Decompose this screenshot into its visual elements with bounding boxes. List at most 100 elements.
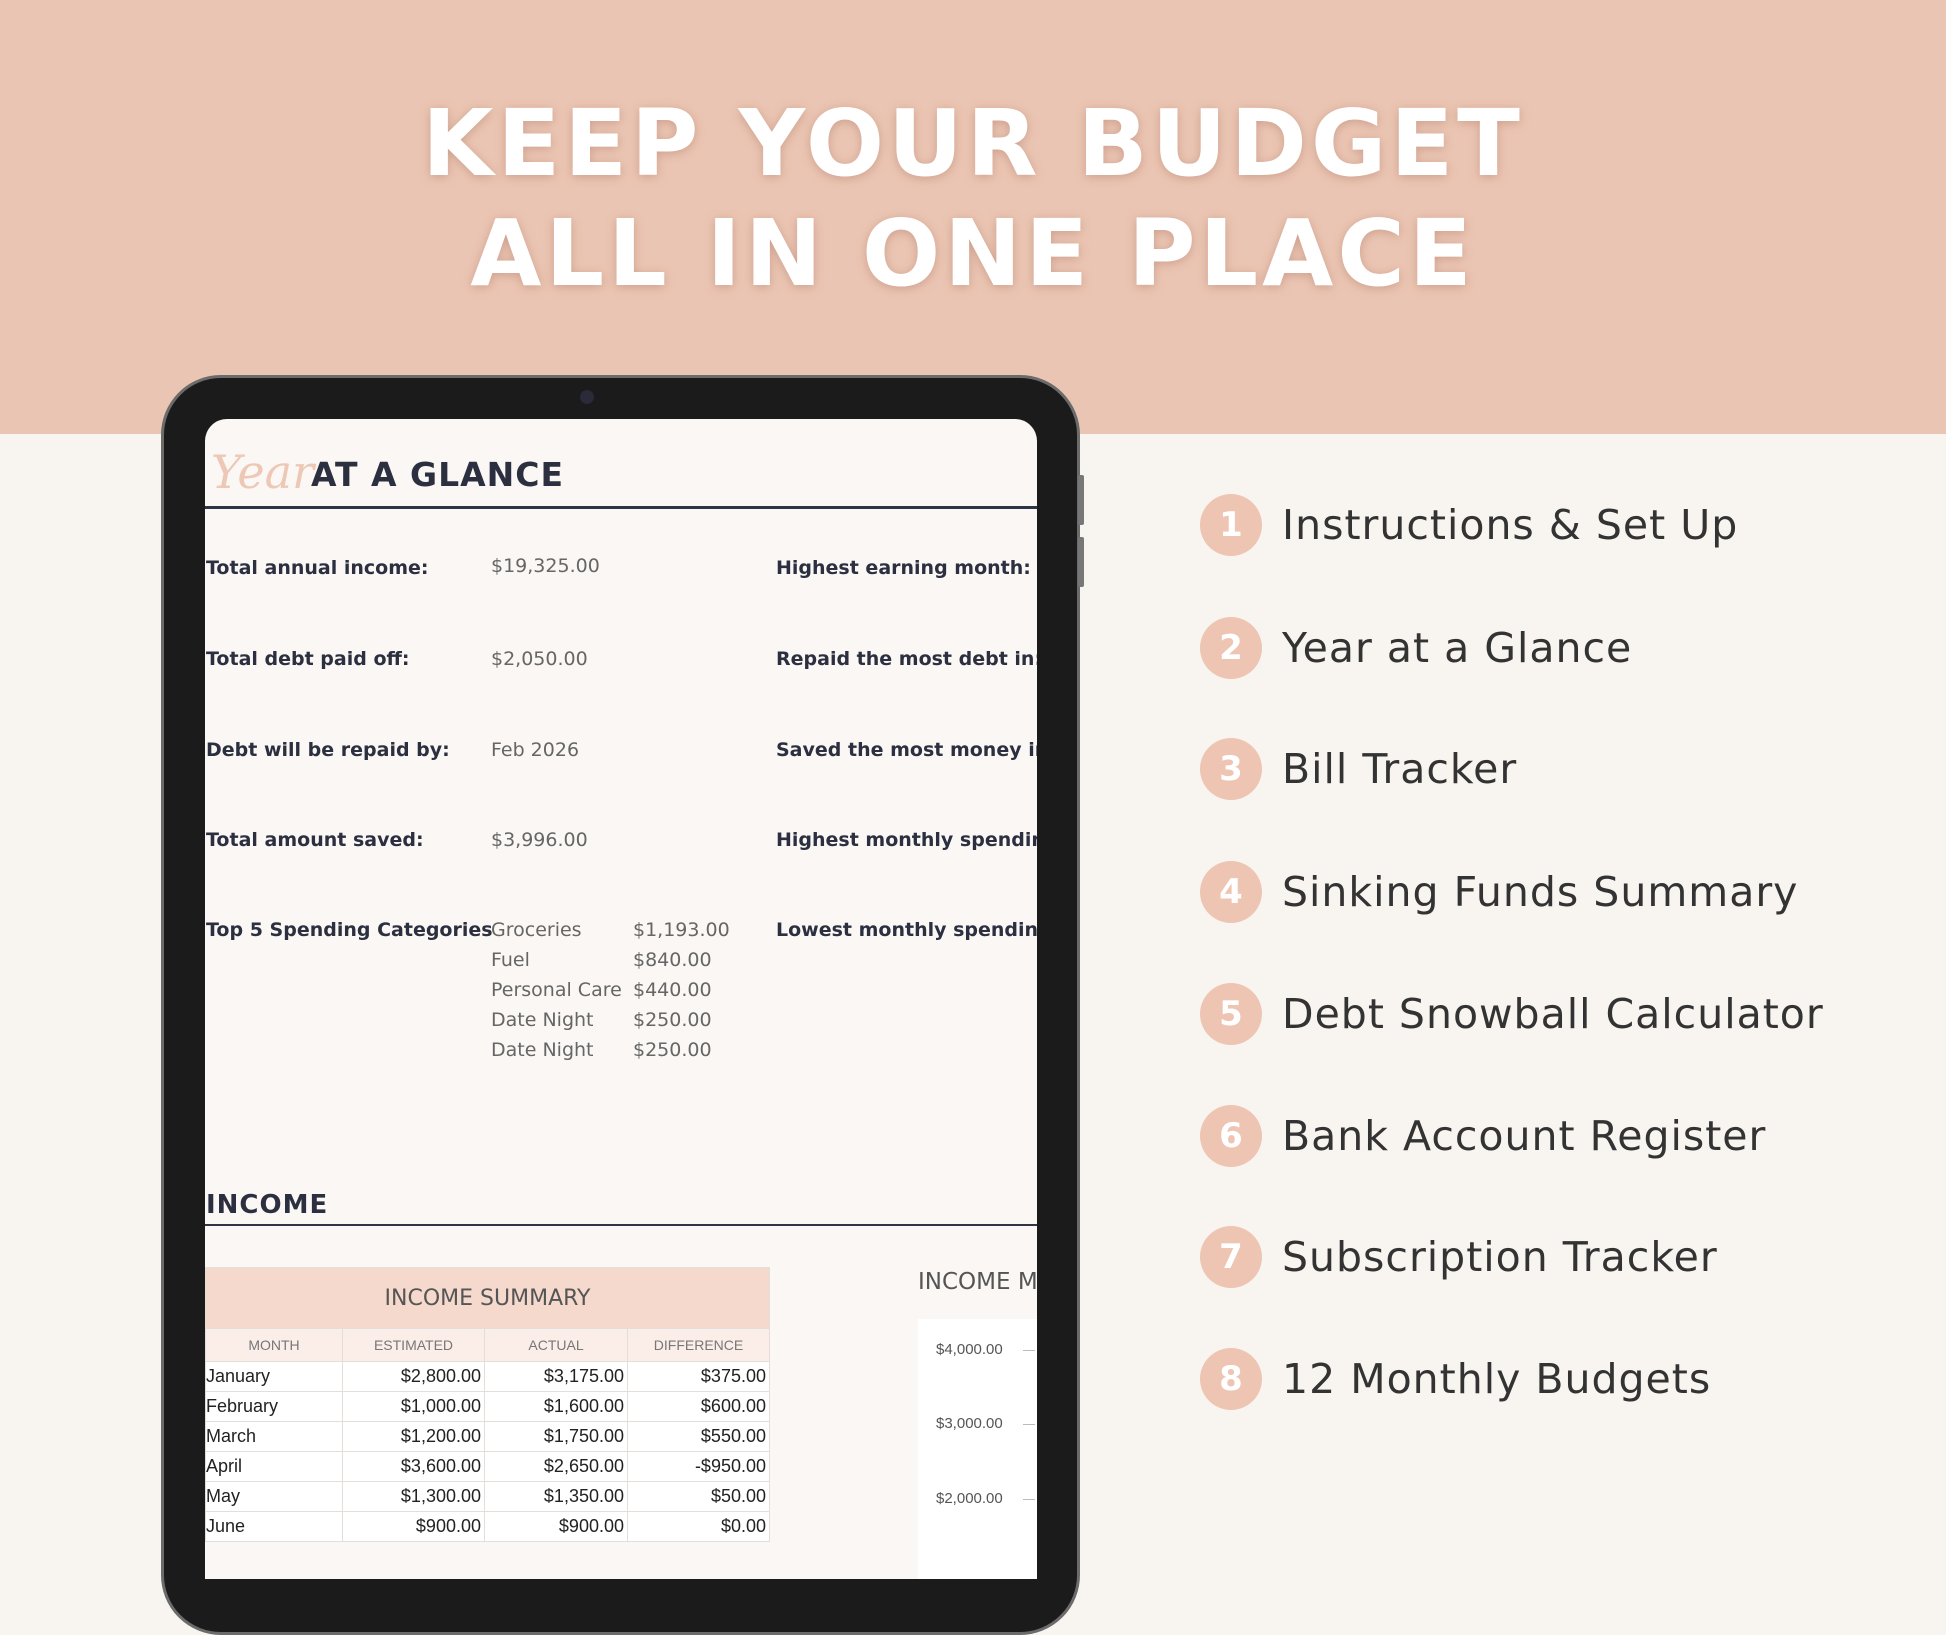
feature-label: Sinking Funds Summary xyxy=(1282,868,1799,916)
table-cell: $900.00 xyxy=(484,1511,628,1542)
table-cell: January xyxy=(205,1361,343,1392)
table-cell: -$950.00 xyxy=(627,1451,770,1482)
column-header: ESTIMATED xyxy=(342,1328,485,1362)
table-cell: $900.00 xyxy=(342,1511,485,1542)
right-label: Highest earning month: xyxy=(776,557,1031,579)
feature-item: 2 Year at a Glance xyxy=(1200,617,1632,679)
tick-mark xyxy=(1023,1350,1035,1351)
feature-item: 4 Sinking Funds Summary xyxy=(1200,861,1798,923)
table-row: January $2,800.00 $3,175.00 $375.00 xyxy=(205,1361,770,1392)
column-header: DIFFERENCE xyxy=(627,1328,770,1362)
table-cell: $3,600.00 xyxy=(342,1451,485,1482)
number-badge: 7 xyxy=(1200,1226,1262,1288)
right-label: Lowest monthly spending: xyxy=(776,919,1037,941)
table-cell: $1,200.00 xyxy=(342,1421,485,1452)
stat-value: $3,996.00 xyxy=(491,829,588,851)
table-row: March $1,200.00 $1,750.00 $550.00 xyxy=(205,1421,770,1452)
feature-label: Year at a Glance xyxy=(1282,624,1633,672)
table-cell: $600.00 xyxy=(627,1391,770,1422)
top5-name: Personal Care xyxy=(491,979,622,1001)
top5-amount: $440.00 xyxy=(633,979,712,1001)
headline-line-2: ALL IN ONE PLACE xyxy=(470,200,1476,307)
top5-amount: $250.00 xyxy=(633,1039,712,1061)
stat-value: Feb 2026 xyxy=(491,739,580,761)
feature-label: Subscription Tracker xyxy=(1282,1233,1718,1281)
table-row: February $1,000.00 $1,600.00 $600.00 xyxy=(205,1391,770,1422)
y-tick: $3,000.00 xyxy=(936,1415,1003,1432)
y-tick: $4,000.00 xyxy=(936,1341,1003,1358)
title-script: Year xyxy=(211,445,315,499)
stat-label: Debt will be repaid by: xyxy=(206,739,450,761)
right-label: Repaid the most debt in: xyxy=(776,648,1037,670)
right-label: Saved the most money in: xyxy=(776,739,1037,761)
stat-label: Total annual income: xyxy=(206,557,429,579)
top5-name: Groceries xyxy=(491,919,582,941)
header-band xyxy=(0,0,1946,434)
feature-label: Debt Snowball Calculator xyxy=(1282,990,1824,1038)
stat-label: Total amount saved: xyxy=(206,829,424,851)
feature-label: Bill Tracker xyxy=(1282,745,1518,793)
feature-item: 8 12 Monthly Budgets xyxy=(1200,1348,1711,1410)
feature-item: 5 Debt Snowball Calculator xyxy=(1200,983,1824,1045)
table-cell: $550.00 xyxy=(627,1421,770,1452)
table-cell: $1,750.00 xyxy=(484,1421,628,1452)
table-cell: $375.00 xyxy=(627,1361,770,1392)
divider xyxy=(205,1224,1037,1226)
number-badge: 6 xyxy=(1200,1105,1262,1167)
number-badge: 2 xyxy=(1200,617,1262,679)
headline-line-1: KEEP YOUR BUDGET xyxy=(422,90,1524,197)
top5-name: Date Night xyxy=(491,1009,594,1031)
top5-label: Top 5 Spending Categories xyxy=(206,919,493,941)
number-badge: 1 xyxy=(1200,494,1262,556)
top5-name: Fuel xyxy=(491,949,530,971)
tick-mark xyxy=(1023,1424,1035,1425)
table-cell: June xyxy=(205,1511,343,1542)
feature-item: 7 Subscription Tracker xyxy=(1200,1226,1718,1288)
chart-title: INCOME M xyxy=(918,1269,1037,1295)
table-cell: $1,600.00 xyxy=(484,1391,628,1422)
top5-amount: $250.00 xyxy=(633,1009,712,1031)
tablet-screen: Year AT A GLANCE Total annual income: $1… xyxy=(205,419,1037,1579)
stat-label: Total debt paid off: xyxy=(206,648,410,670)
table-title: INCOME SUMMARY xyxy=(205,1267,770,1329)
table-cell: $2,650.00 xyxy=(484,1451,628,1482)
stat-value: $19,325.00 xyxy=(491,555,600,577)
feature-label: Bank Account Register xyxy=(1282,1112,1767,1160)
table-row: May $1,300.00 $1,350.00 $50.00 xyxy=(205,1481,770,1512)
number-badge: 5 xyxy=(1200,983,1262,1045)
table-cell: $50.00 xyxy=(627,1481,770,1512)
column-header: ACTUAL xyxy=(484,1328,628,1362)
number-badge: 3 xyxy=(1200,738,1262,800)
table-cell: $1,300.00 xyxy=(342,1481,485,1512)
top5-amount: $1,193.00 xyxy=(633,919,730,941)
table-cell: February xyxy=(205,1391,343,1422)
income-heading: INCOME xyxy=(206,1190,329,1220)
table-cell: $0.00 xyxy=(627,1511,770,1542)
table-row: April $3,600.00 $2,650.00 -$950.00 xyxy=(205,1451,770,1482)
stat-value: $2,050.00 xyxy=(491,648,588,670)
number-badge: 4 xyxy=(1200,861,1262,923)
table-cell: $1,350.00 xyxy=(484,1481,628,1512)
tablet-button xyxy=(1078,537,1084,587)
feature-label: 12 Monthly Budgets xyxy=(1282,1355,1712,1403)
income-summary-table: INCOME SUMMARY MONTH ESTIMATED ACTUAL DI… xyxy=(205,1267,770,1542)
table-cell: April xyxy=(205,1451,343,1482)
table-cell: March xyxy=(205,1421,343,1452)
table-cell: May xyxy=(205,1481,343,1512)
tick-mark xyxy=(1023,1499,1035,1500)
feature-label: Instructions & Set Up xyxy=(1282,501,1739,549)
y-tick: $2,000.00 xyxy=(936,1490,1003,1507)
top5-amount: $840.00 xyxy=(633,949,712,971)
feature-item: 1 Instructions & Set Up xyxy=(1200,494,1738,556)
feature-item: 6 Bank Account Register xyxy=(1200,1105,1766,1167)
table-cell: $1,000.00 xyxy=(342,1391,485,1422)
number-badge: 8 xyxy=(1200,1348,1262,1410)
page-title: AT A GLANCE xyxy=(311,455,565,494)
camera-icon xyxy=(580,390,594,404)
divider xyxy=(205,506,1037,509)
income-chart: $4,000.00 $3,000.00 $2,000.00 xyxy=(918,1319,1037,1579)
table-cell: $2,800.00 xyxy=(342,1361,485,1392)
top5-name: Date Night xyxy=(491,1039,594,1061)
right-label: Highest monthly spending xyxy=(776,829,1037,851)
feature-item: 3 Bill Tracker xyxy=(1200,738,1517,800)
